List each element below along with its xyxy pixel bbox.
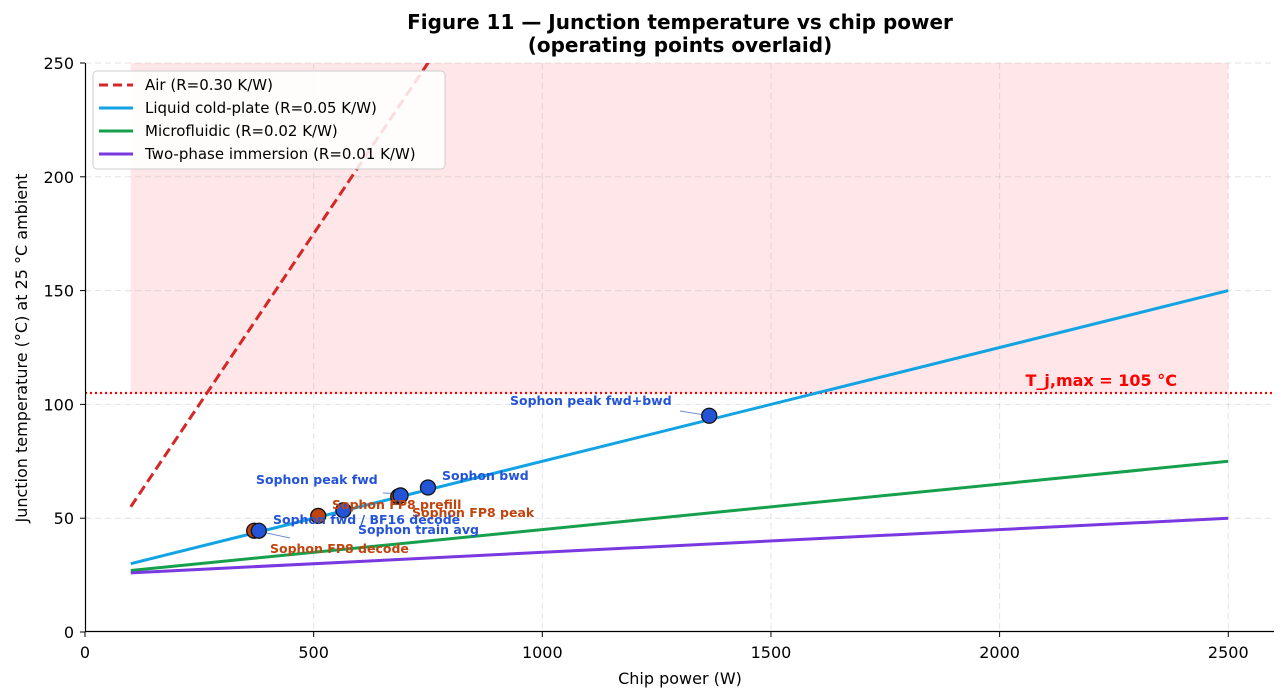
operating-point-6 bbox=[419, 479, 437, 496]
x-tick-label: 0 bbox=[80, 643, 90, 662]
x-tick-labels: 0 500 1000 1500 2000 2500 bbox=[80, 643, 1249, 662]
operating-point-5 bbox=[392, 487, 409, 504]
legend-label-liquid: Liquid cold-plate (R=0.05 K/W) bbox=[145, 99, 377, 117]
chart-title-line1: Figure 11 — Junction temperature vs chip… bbox=[407, 10, 953, 34]
y-tick-label: 150 bbox=[43, 282, 74, 301]
y-tick-label: 50 bbox=[54, 509, 74, 528]
annotation-peak-fwd-bwd: Sophon peak fwd+bwd bbox=[510, 393, 672, 408]
x-tick-label: 2000 bbox=[979, 643, 1020, 662]
x-tick-label: 2500 bbox=[1208, 643, 1249, 662]
annotation-fwd-bf16-decode: Sophon fwd / BF16 decode bbox=[273, 512, 460, 527]
annotation-fp8-prefill: Sophon FP8 prefill bbox=[332, 497, 461, 512]
y-tick-labels: 0 50 100 150 200 250 bbox=[43, 54, 74, 642]
operating-point-1 bbox=[250, 522, 267, 539]
legend-box bbox=[92, 70, 446, 170]
x-tick-label: 1000 bbox=[522, 643, 563, 662]
y-tick-label: 100 bbox=[43, 395, 74, 414]
tick-marks bbox=[80, 62, 1229, 637]
operating-points bbox=[246, 407, 718, 539]
legend: Air (R=0.30 K/W) Liquid cold-plate (R=0.… bbox=[92, 70, 446, 170]
annotation-bwd: Sophon bwd bbox=[442, 468, 529, 483]
operating-point-3 bbox=[335, 502, 352, 519]
legend-label-air: Air (R=0.30 K/W) bbox=[145, 76, 273, 94]
annotation-fp8-peak: Sophon FP8 peak bbox=[412, 505, 535, 520]
legend-label-microfluidic: Microfluidic (R=0.02 K/W) bbox=[145, 122, 338, 140]
tj-max-label: T_j,max = 105 °C bbox=[1025, 371, 1177, 390]
grid bbox=[85, 62, 1274, 632]
operating-point-7 bbox=[701, 407, 718, 424]
x-axis-label: Chip power (W) bbox=[618, 669, 742, 688]
annotation-leader bbox=[679, 410, 704, 416]
y-tick-label: 200 bbox=[43, 168, 74, 187]
annotation-peak-fwd: Sophon peak fwd bbox=[256, 472, 378, 487]
legend-label-two-phase: Two-phase immersion (R=0.01 K/W) bbox=[144, 145, 416, 163]
chart-title-line2: (operating points overlaid) bbox=[528, 33, 833, 57]
operating-point-2 bbox=[310, 507, 327, 525]
annotation-leader bbox=[261, 531, 291, 539]
x-tick-label: 500 bbox=[298, 643, 329, 662]
annotation-fp8-decode: Sophon FP8 decode bbox=[270, 541, 409, 556]
x-tick-label: 1500 bbox=[751, 643, 792, 662]
y-axis-label: Junction temperature (°C) at 25 °C ambie… bbox=[12, 173, 31, 523]
y-tick-label: 0 bbox=[64, 623, 74, 642]
annotations: Sophon peak fwd+bwd Sophon peak fwd Soph… bbox=[256, 393, 672, 556]
y-tick-label: 250 bbox=[43, 54, 74, 73]
series-line-2 bbox=[130, 459, 1229, 573]
series-line-3 bbox=[130, 516, 1229, 575]
annotation-train-avg: Sophon train avg bbox=[358, 522, 479, 537]
